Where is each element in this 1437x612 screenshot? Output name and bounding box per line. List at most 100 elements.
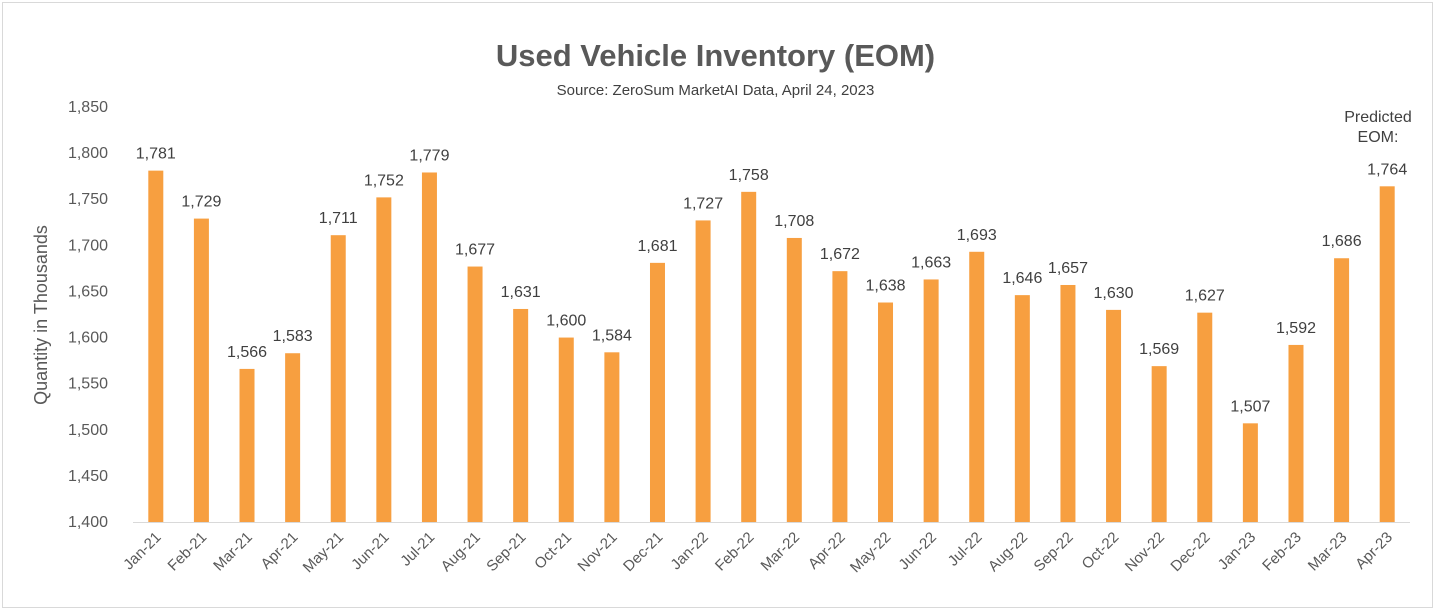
y-tick-label: 1,700 bbox=[68, 237, 108, 254]
bar-apr-21 bbox=[285, 353, 301, 522]
y-tick-label: 1,450 bbox=[68, 468, 108, 485]
bar-feb-23 bbox=[1288, 344, 1304, 522]
bar-may-21 bbox=[330, 235, 346, 522]
data-label: 1,708 bbox=[774, 213, 814, 230]
x-tick-label: Nov-21 bbox=[574, 529, 620, 575]
data-label: 1,727 bbox=[683, 195, 723, 212]
data-label: 1,627 bbox=[1185, 288, 1225, 305]
bar-dec-21 bbox=[649, 262, 665, 522]
annotation-line-1: Predicted bbox=[1344, 109, 1412, 126]
bar-jan-23 bbox=[1242, 423, 1258, 522]
x-tick-label: Feb-21 bbox=[165, 529, 211, 575]
x-tick-label: Mar-21 bbox=[210, 529, 256, 575]
annotation-line-2: EOM: bbox=[1357, 129, 1399, 146]
bar-jan-22 bbox=[695, 220, 711, 522]
y-tick-label: 1,850 bbox=[68, 99, 108, 116]
x-tick-label: Apr-21 bbox=[258, 529, 302, 573]
bar-feb-22 bbox=[741, 191, 757, 522]
bar-mar-21 bbox=[239, 368, 255, 522]
chart-subtitle: Source: ZeroSum MarketAI Data, April 24,… bbox=[556, 82, 875, 99]
bar-nov-21 bbox=[604, 352, 620, 522]
x-tick-label: Jan-23 bbox=[1215, 529, 1259, 573]
bar-mar-22 bbox=[786, 237, 802, 522]
x-tick-label: Jul-22 bbox=[945, 529, 986, 570]
data-label: 1,646 bbox=[1002, 270, 1042, 287]
x-tick-label: Oct-21 bbox=[531, 529, 575, 573]
x-tick-label: Jul-21 bbox=[397, 529, 438, 570]
bar-aug-21 bbox=[467, 266, 483, 522]
x-tick-label: Feb-22 bbox=[712, 529, 758, 575]
bar-jun-21 bbox=[376, 197, 392, 522]
x-tick-label: Feb-23 bbox=[1259, 529, 1305, 575]
data-label: 1,630 bbox=[1094, 285, 1134, 302]
x-tick-label: Aug-22 bbox=[985, 529, 1031, 575]
y-axis-label: Quantity in Thousands bbox=[31, 225, 51, 405]
bar-apr-23 bbox=[1379, 186, 1395, 523]
x-tick-label: Jun-21 bbox=[348, 529, 392, 573]
data-label: 1,631 bbox=[501, 284, 541, 301]
bar-feb-21 bbox=[193, 218, 209, 523]
x-tick-label: Nov-22 bbox=[1122, 529, 1168, 575]
bar-oct-22 bbox=[1106, 309, 1122, 522]
data-label: 1,566 bbox=[227, 344, 267, 361]
bars bbox=[148, 170, 1395, 523]
data-label: 1,686 bbox=[1322, 233, 1362, 250]
x-tick-label: Apr-22 bbox=[805, 529, 849, 573]
bar-jul-21 bbox=[421, 172, 437, 522]
bar-sep-21 bbox=[513, 308, 529, 522]
bar-oct-21 bbox=[558, 337, 574, 522]
bar-jan-21 bbox=[148, 170, 164, 522]
data-label: 1,764 bbox=[1367, 161, 1407, 178]
y-tick-label: 1,750 bbox=[68, 191, 108, 208]
data-label: 1,592 bbox=[1276, 320, 1316, 337]
data-label: 1,711 bbox=[319, 210, 358, 227]
bar-aug-22 bbox=[1014, 295, 1030, 522]
y-tick-label: 1,650 bbox=[68, 283, 108, 300]
x-tick-label: Mar-22 bbox=[758, 529, 804, 575]
bar-dec-22 bbox=[1197, 312, 1213, 522]
bar-may-22 bbox=[878, 302, 894, 522]
prediction-annotation: Predicted EOM: bbox=[1326, 108, 1430, 148]
x-tick-label: Sep-21 bbox=[483, 529, 529, 575]
y-tick-label: 1,400 bbox=[68, 514, 108, 531]
data-label: 1,600 bbox=[546, 313, 586, 330]
x-tick-label: May-21 bbox=[300, 529, 347, 576]
data-label: 1,779 bbox=[409, 147, 449, 164]
chart-title: Used Vehicle Inventory (EOM) bbox=[495, 38, 936, 73]
data-label: 1,583 bbox=[273, 328, 313, 345]
x-tick-label: Jan-21 bbox=[120, 529, 164, 573]
x-tick-label: May-22 bbox=[847, 529, 894, 576]
y-axis: 1,400 1,450 1,500 1,550 1,600 1,650 1,700 1,750… bbox=[68, 99, 108, 531]
x-tick-label: Dec-21 bbox=[620, 529, 666, 575]
data-label: 1,584 bbox=[592, 327, 632, 344]
y-tick-label: 1,600 bbox=[68, 330, 108, 347]
y-tick-label: 1,550 bbox=[68, 376, 108, 393]
bar-apr-22 bbox=[832, 271, 848, 522]
data-label: 1,693 bbox=[957, 227, 997, 244]
bar-jun-22 bbox=[923, 279, 939, 522]
y-tick-label: 1,800 bbox=[68, 145, 108, 162]
data-label: 1,507 bbox=[1230, 398, 1270, 415]
data-label: 1,681 bbox=[637, 238, 677, 255]
x-tick-label: Aug-21 bbox=[438, 529, 484, 575]
bar-mar-23 bbox=[1334, 258, 1350, 522]
data-labels: 1,781 1,729 1,566 1,583 1,711 1,752 1,779 1,677… bbox=[136, 146, 1408, 416]
x-tick-label: Sep-22 bbox=[1031, 529, 1077, 575]
data-label: 1,758 bbox=[729, 167, 769, 184]
x-tick-label: Jan-22 bbox=[667, 529, 711, 573]
data-label: 1,781 bbox=[136, 146, 176, 163]
y-tick-label: 1,500 bbox=[68, 422, 108, 439]
x-tick-label: Oct-22 bbox=[1079, 529, 1123, 573]
data-label: 1,657 bbox=[1048, 260, 1088, 277]
data-label: 1,672 bbox=[820, 246, 860, 263]
data-label: 1,569 bbox=[1139, 341, 1179, 358]
data-label: 1,729 bbox=[181, 194, 221, 211]
x-tick-label: Apr-23 bbox=[1352, 529, 1396, 573]
data-label: 1,638 bbox=[865, 278, 905, 295]
bar-jul-22 bbox=[969, 251, 985, 523]
data-label: 1,663 bbox=[911, 254, 951, 271]
bar-sep-22 bbox=[1060, 284, 1076, 522]
data-label: 1,752 bbox=[364, 172, 404, 189]
